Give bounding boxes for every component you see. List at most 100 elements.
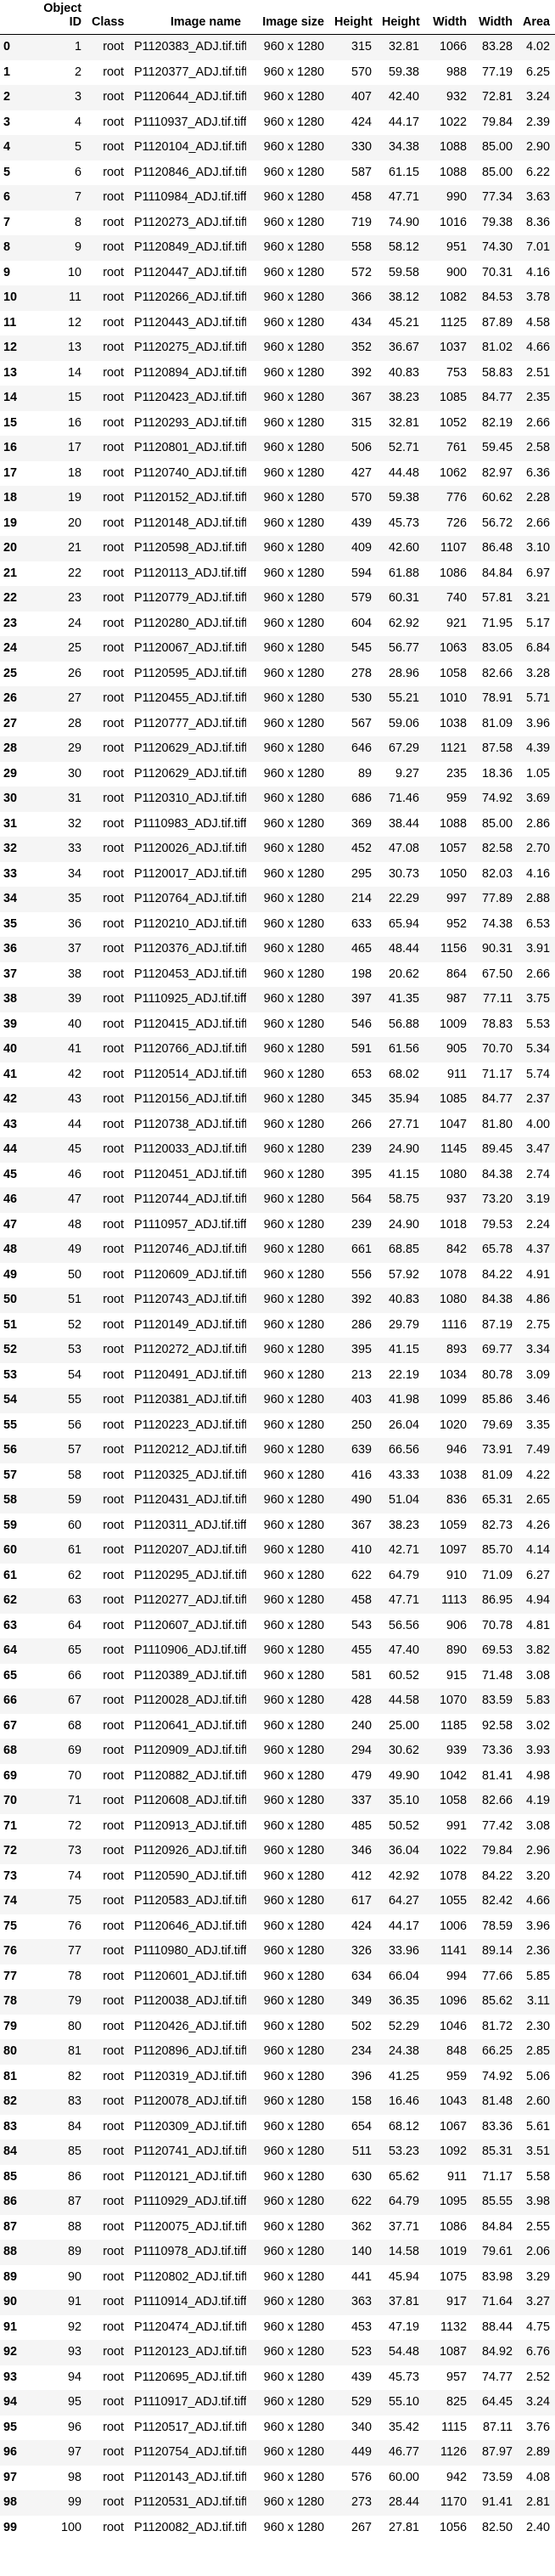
table-cell: 50.52	[377, 1813, 424, 1839]
table-row: 3 4 root P1110937_ADJ.tif.tiff 960 x 1280 424…	[0, 110, 555, 135]
table-row: 80 81 root P1120896_ADJ.tif.tiff 960 x 1280 2…	[0, 2039, 555, 2065]
table-cell: 48.44	[377, 937, 424, 962]
table-cell: 49	[31, 1237, 87, 1263]
table-cell: 55.21	[377, 686, 424, 712]
table-cell: 594	[329, 561, 377, 586]
table-cell: 506	[329, 436, 377, 461]
table-cell: 26.04	[377, 1412, 424, 1438]
row-index: 45	[0, 1162, 31, 1187]
table-cell: P1120295_ADJ.tif.tiff	[129, 1563, 246, 1588]
table-cell: 82.97	[472, 460, 518, 486]
table-cell: 2	[31, 59, 87, 85]
table-row: 56 57 root P1120212_ADJ.tif.tiff 960 x 1280 6…	[0, 1438, 555, 1463]
table-cell: P1110983_ADJ.tif.tiff	[129, 811, 246, 837]
table-cell: 68.02	[377, 1062, 424, 1087]
table-cell: 286	[329, 1312, 377, 1338]
table-row: 75 76 root P1120646_ADJ.tif.tiff 960 x 1280 4…	[0, 1914, 555, 1939]
table-cell: 960 x 1280	[246, 2014, 329, 2039]
table-cell: 4.14	[518, 1538, 555, 1564]
table-cell: 77.19	[472, 59, 518, 85]
table-cell: 35	[31, 887, 87, 912]
table-cell: root	[87, 661, 129, 686]
table-cell: 646	[329, 736, 377, 762]
table-cell: 1010	[424, 686, 472, 712]
table-cell: 57.92	[377, 1262, 424, 1288]
table-cell: P1120207_ADJ.tif.tiff	[129, 1538, 246, 1564]
table-cell: P1120644_ADJ.tif.tiff	[129, 85, 246, 110]
table-cell: 960 x 1280	[246, 861, 329, 887]
table-cell: 4.39	[518, 736, 555, 762]
table-cell: 558	[329, 235, 377, 261]
table-cell: 3.69	[518, 786, 555, 812]
table-cell: 85.00	[472, 160, 518, 185]
table-cell: 266	[329, 1112, 377, 1137]
table-cell: 960 x 1280	[246, 1137, 329, 1163]
table-cell: 848	[424, 2039, 472, 2065]
table-cell: P1120646_ADJ.tif.tiff	[129, 1914, 246, 1939]
table-cell: P1120033_ADJ.tif.tiff	[129, 1137, 246, 1163]
row-index: 63	[0, 1613, 31, 1638]
table-cell: 71	[31, 1789, 87, 1814]
table-cell: 84.38	[472, 1288, 518, 1313]
table-cell: 960 x 1280	[246, 235, 329, 261]
table-cell: 661	[329, 1237, 377, 1263]
table-row: 7 8 root P1120273_ADJ.tif.tiff 960 x 1280 719…	[0, 210, 555, 235]
table-cell: P1120608_ADJ.tif.tiff	[129, 1789, 246, 1814]
table-cell: P1120474_ADJ.tif.tiff	[129, 2314, 246, 2340]
table-cell: 99	[31, 2490, 87, 2516]
table-cell: 957	[424, 2365, 472, 2390]
table-row: 85 86 root P1120121_ADJ.tif.tiff 960 x 1280 6…	[0, 2164, 555, 2190]
table-cell: root	[87, 2264, 129, 2290]
table-cell: 60.31	[377, 586, 424, 612]
table-cell: 397	[329, 987, 377, 1012]
table-cell: 92	[31, 2314, 87, 2340]
table-cell: 59.06	[377, 711, 424, 736]
row-index: 65	[0, 1663, 31, 1688]
table-cell: 66.25	[472, 2039, 518, 2065]
table-cell: 395	[329, 1162, 377, 1187]
table-cell: 88.44	[472, 2314, 518, 2340]
table-cell: 32.81	[377, 34, 424, 60]
table-cell: 1125	[424, 310, 472, 335]
table-cell: 340	[329, 2415, 377, 2440]
row-index: 86	[0, 2190, 31, 2215]
table-cell: 158	[329, 2089, 377, 2115]
table-cell: root	[87, 636, 129, 662]
table-cell: 959	[424, 786, 472, 812]
table-cell: root	[87, 1863, 129, 1889]
table-cell: 18	[31, 460, 87, 486]
table-row: 87 88 root P1120075_ADJ.tif.tiff 960 x 1280 3…	[0, 2214, 555, 2240]
table-cell: P1120896_ADJ.tif.tiff	[129, 2039, 246, 2065]
table-cell: 89.45	[472, 1137, 518, 1163]
table-cell: P1120223_ADJ.tif.tiff	[129, 1412, 246, 1438]
table-cell: 639	[329, 1438, 377, 1463]
row-index: 50	[0, 1288, 31, 1313]
row-index: 47	[0, 1212, 31, 1237]
table-cell: P1120152_ADJ.tif.tiff	[129, 486, 246, 511]
table-cell: 960 x 1280	[246, 761, 329, 786]
table-cell: 84.22	[472, 1262, 518, 1288]
table-row: 67 68 root P1120641_ADJ.tif.tiff 960 x 1280 2…	[0, 1713, 555, 1739]
table-cell: 95	[31, 2390, 87, 2415]
table-cell: 911	[424, 1062, 472, 1087]
table-cell: P1120156_ADJ.tif.tiff	[129, 1087, 246, 1113]
table-cell: P1120601_ADJ.tif.tiff	[129, 1964, 246, 1989]
table-cell: P1120426_ADJ.tif.tiff	[129, 2014, 246, 2039]
table-cell: 41.15	[377, 1338, 424, 1363]
table-cell: P1120273_ADJ.tif.tiff	[129, 210, 246, 235]
table-cell: root	[87, 1688, 129, 1714]
table-cell: P1120113_ADJ.tif.tiff	[129, 561, 246, 586]
table-cell: root	[87, 686, 129, 712]
table-cell: 71.48	[472, 1663, 518, 1688]
row-index: 21	[0, 561, 31, 586]
table-cell: 455	[329, 1638, 377, 1664]
table-cell: 67.29	[377, 736, 424, 762]
table-cell: 84.84	[472, 561, 518, 586]
table-cell: 198	[329, 961, 377, 987]
table-cell: P1120383_ADJ.tif.tiff	[129, 34, 246, 60]
table-cell: 2.35	[518, 386, 555, 411]
table-cell: 59.45	[472, 436, 518, 461]
table-header: Object ID Class Image name Image size Height…	[0, 0, 555, 35]
table-cell: 37	[31, 937, 87, 962]
table-cell: 1059	[424, 1513, 472, 1538]
